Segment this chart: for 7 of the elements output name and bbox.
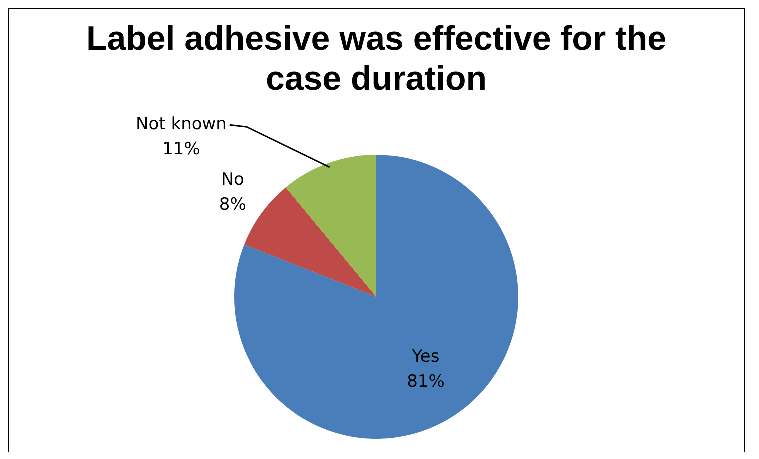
data-label: 81% <box>407 372 445 392</box>
slice-label: No <box>221 170 244 190</box>
slice-label: Not known <box>136 114 227 135</box>
data-label: 11% <box>162 140 200 160</box>
slice-label: Yes <box>411 347 440 368</box>
chart-title: Label adhesive was effective for the case duration <box>85 19 668 99</box>
data-label: 8% <box>219 195 246 216</box>
